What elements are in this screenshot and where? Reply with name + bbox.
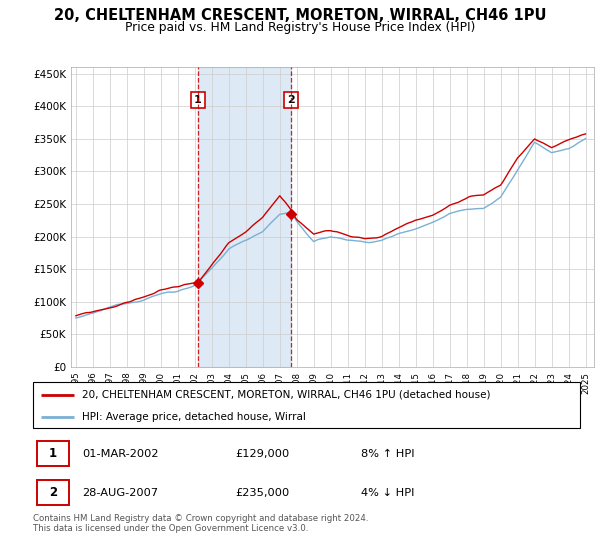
Text: £235,000: £235,000 bbox=[235, 488, 290, 497]
Text: £129,000: £129,000 bbox=[235, 449, 290, 459]
Text: 2: 2 bbox=[49, 486, 58, 499]
Text: 4% ↓ HPI: 4% ↓ HPI bbox=[361, 488, 415, 497]
Text: 1: 1 bbox=[194, 95, 202, 105]
Text: 8% ↑ HPI: 8% ↑ HPI bbox=[361, 449, 415, 459]
Text: 2: 2 bbox=[287, 95, 295, 105]
Bar bbox=[37, 441, 69, 466]
Text: 1: 1 bbox=[49, 447, 58, 460]
Text: 20, CHELTENHAM CRESCENT, MORETON, WIRRAL, CH46 1PU (detached house): 20, CHELTENHAM CRESCENT, MORETON, WIRRAL… bbox=[82, 390, 491, 400]
Bar bbox=[37, 480, 69, 505]
Text: HPI: Average price, detached house, Wirral: HPI: Average price, detached house, Wirr… bbox=[82, 412, 306, 422]
Text: 01-MAR-2002: 01-MAR-2002 bbox=[82, 449, 159, 459]
Text: Price paid vs. HM Land Registry's House Price Index (HPI): Price paid vs. HM Land Registry's House … bbox=[125, 21, 475, 34]
Text: Contains HM Land Registry data © Crown copyright and database right 2024.
This d: Contains HM Land Registry data © Crown c… bbox=[33, 514, 368, 534]
Text: 28-AUG-2007: 28-AUG-2007 bbox=[82, 488, 158, 497]
Text: 20, CHELTENHAM CRESCENT, MORETON, WIRRAL, CH46 1PU: 20, CHELTENHAM CRESCENT, MORETON, WIRRAL… bbox=[54, 8, 546, 24]
